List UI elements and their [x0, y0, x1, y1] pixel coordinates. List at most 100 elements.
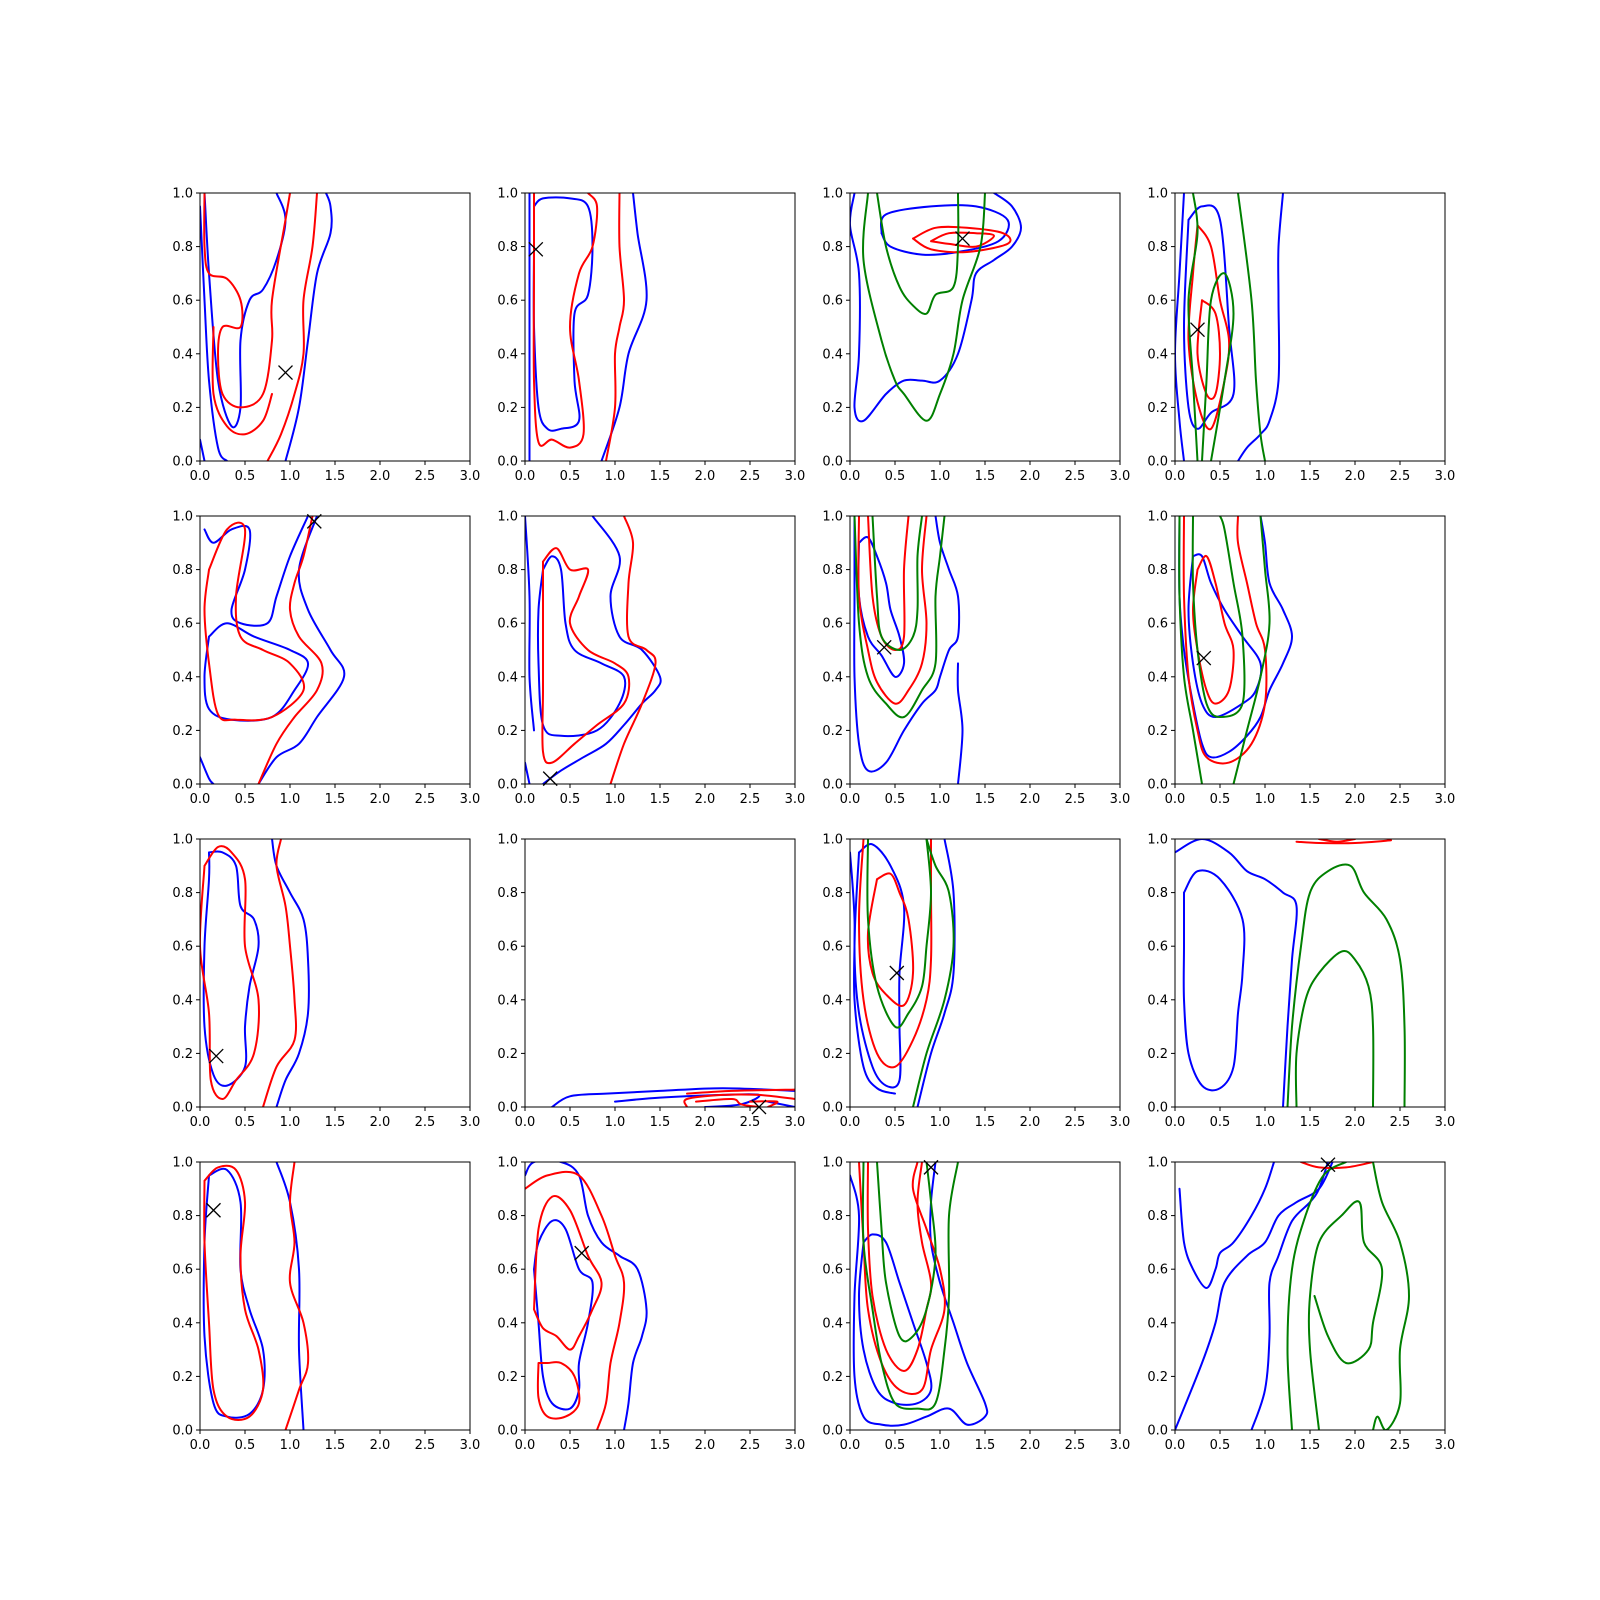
x-tick-label: 2.0: [695, 469, 716, 484]
contour-line-blue-0: [1178, 1162, 1275, 1289]
contour-line-blue-0: [879, 204, 1010, 256]
contour-group: [200, 516, 346, 784]
x-tick-label: 2.0: [1345, 469, 1366, 484]
y-tick-label: 1.0: [822, 510, 843, 525]
x-tick-label: 0.0: [190, 1438, 211, 1453]
y-tick-label: 0.0: [1147, 455, 1168, 470]
y-tick-label: 0.0: [172, 1424, 193, 1439]
x-tick-label: 1.0: [1255, 469, 1276, 484]
subplot-r3c1: 0.0 0.5 1.0 1.5 2.0 2.5 3.0 0.0 0.2 0.4 0.6 0.8 1.0: [172, 833, 480, 1131]
y-tick-label: 1.0: [172, 1156, 193, 1171]
y-tick-label: 0.0: [822, 1424, 843, 1439]
contour-line-red-3: [262, 839, 298, 1107]
y-tick-label: 0.4: [1147, 347, 1168, 362]
contour-line-red-3: [1187, 224, 1231, 431]
x-tick-label: 1.5: [325, 1438, 346, 1453]
x-tick-label: 3.0: [1435, 792, 1456, 807]
axes-frame: [524, 192, 796, 462]
y-tick-label: 0.2: [172, 1370, 193, 1385]
y-tick-label: 0.8: [822, 240, 843, 255]
x-tick-label: 2.5: [1065, 792, 1086, 807]
x-tick-label: 1.0: [930, 1438, 951, 1453]
x-tick-label: 0.0: [840, 469, 861, 484]
axes-frame: [524, 838, 796, 1108]
x-tick-label: 1.5: [325, 792, 346, 807]
y-tick-label: 0.8: [172, 886, 193, 901]
x-marker: [208, 1048, 224, 1064]
axes-frame: [1174, 515, 1446, 785]
y-tick-label: 0.8: [1147, 886, 1168, 901]
contour-group: [1175, 193, 1284, 461]
y-tick-label: 0.6: [1147, 294, 1168, 309]
x-tick-label: 1.0: [930, 469, 951, 484]
x-tick-label: 1.0: [1255, 1438, 1276, 1453]
x-tick-label: 0.5: [885, 469, 906, 484]
contour-line-blue-1: [850, 851, 896, 1095]
contour-line-blue-0: [1187, 553, 1263, 718]
x-tick-label: 1.0: [605, 792, 626, 807]
x-tick-label: 0.5: [235, 1115, 256, 1130]
subplot-r1c3: 0.0 0.5 1.0 1.5 2.0 2.5 3.0 0.0 0.2 0.4 0.6 0.8 1.0: [822, 187, 1130, 485]
x-tick-label: 2.5: [1065, 469, 1086, 484]
contour-line-red-4: [525, 1170, 626, 1430]
contour-line-green-4: [1286, 1162, 1347, 1430]
contour-line-blue-1: [850, 193, 1022, 423]
x-tick-label: 0.0: [515, 1115, 536, 1130]
x-tick-label: 1.5: [975, 469, 996, 484]
x-tick-label: 0.0: [840, 1115, 861, 1130]
x-tick-label: 2.0: [370, 792, 391, 807]
x-marker-stroke-b: [278, 365, 293, 381]
x-tick-label: 2.0: [1020, 1115, 1041, 1130]
x-tick-label: 1.0: [930, 792, 951, 807]
contour-line-blue-2: [525, 761, 531, 784]
x-tick-label: 2.5: [415, 1115, 436, 1130]
contour-line-red-4: [858, 839, 933, 1069]
x-tick-label: 1.5: [650, 1115, 671, 1130]
contour-line-blue-0: [203, 516, 309, 627]
y-tick-label: 0.8: [822, 563, 843, 578]
y-tick-label: 0.6: [172, 294, 193, 309]
x-tick-label: 1.5: [1300, 1438, 1321, 1453]
x-marker: [1320, 1157, 1336, 1173]
y-tick-label: 1.0: [822, 833, 843, 848]
x-tick-label: 1.5: [1300, 469, 1321, 484]
contour-line-red-5: [695, 1097, 760, 1107]
y-tick-label: 0.8: [172, 240, 193, 255]
x-tick-label: 3.0: [460, 1438, 481, 1453]
x-marker: [889, 965, 905, 981]
x-tick-label: 0.0: [1165, 469, 1186, 484]
x-tick-label: 1.5: [975, 1438, 996, 1453]
x-tick-label: 2.0: [370, 1115, 391, 1130]
contour-line-blue-2: [600, 193, 648, 461]
y-tick-label: 0.2: [822, 1370, 843, 1385]
y-tick-label: 0.0: [172, 1101, 193, 1116]
x-marker-stroke-b: [1196, 650, 1212, 666]
contour-line-green-4: [1191, 516, 1246, 718]
y-tick-label: 0.2: [822, 1047, 843, 1062]
x-tick-label: 3.0: [1435, 1115, 1456, 1130]
y-tick-label: 0.2: [172, 724, 193, 739]
x-tick-label: 3.0: [785, 1438, 806, 1453]
contour-line-green-6: [853, 516, 946, 719]
x-tick-label: 2.0: [695, 1115, 716, 1130]
contour-line-red-3: [1318, 839, 1356, 843]
x-tick-label: 3.0: [1110, 792, 1131, 807]
x-marker-stroke-b: [528, 241, 544, 257]
y-tick-label: 0.2: [497, 724, 518, 739]
contour-line-red-4: [857, 516, 928, 705]
x-marker: [1190, 322, 1205, 338]
contour-line-blue-1: [525, 1162, 648, 1430]
contour-line-blue-0: [533, 1219, 594, 1411]
x-tick-label: 3.0: [785, 792, 806, 807]
contour-line-red-5: [609, 516, 657, 784]
y-tick-label: 0.4: [172, 1316, 193, 1331]
contour-line-red-2: [203, 1164, 265, 1421]
x-tick-label: 2.5: [1390, 469, 1411, 484]
contour-line-blue-1: [200, 205, 228, 461]
contour-line-green-6: [912, 839, 955, 1107]
y-tick-label: 1.0: [1147, 1156, 1168, 1171]
contour-line-green-5: [861, 1162, 959, 1411]
y-tick-label: 0.8: [1147, 240, 1168, 255]
x-tick-label: 0.5: [885, 1115, 906, 1130]
